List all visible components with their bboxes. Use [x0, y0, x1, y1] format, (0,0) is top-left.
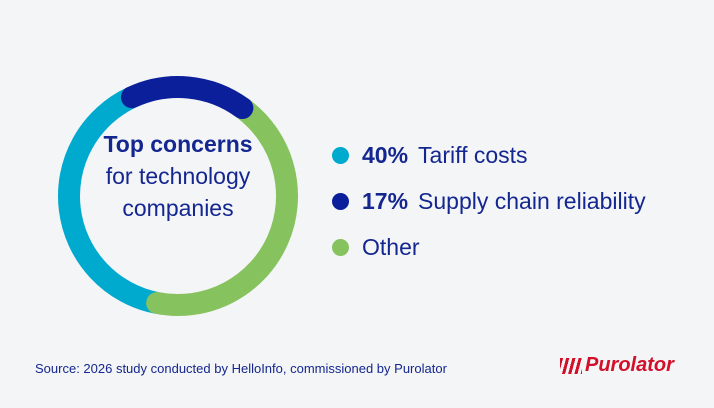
logo: Purolator [560, 354, 674, 377]
donut-segment [58, 87, 160, 314]
logo-stripes [560, 357, 582, 374]
donut-segment [120, 76, 254, 120]
logo-text: Purolator [585, 354, 674, 376]
legend: 40% Tariff costs 17% Supply chain reliabili… [332, 132, 646, 270]
legend-marker [332, 238, 349, 256]
legend-label: Tariff costs [418, 141, 528, 168]
source: Source: 2026 study conducted by HelloInf… [35, 361, 447, 376]
value-label: 17% [362, 187, 409, 214]
title-text: for technology companies [105, 163, 251, 221]
title-bold: Top concerns [103, 131, 253, 157]
legend-item: 17% Supply chain reliability [332, 178, 646, 224]
legend-item: 40% Tariff costs [332, 132, 646, 178]
legend-marker [332, 192, 349, 210]
legend-label: Other [362, 233, 420, 260]
legend-item: Other [332, 224, 646, 270]
legend-marker [332, 146, 349, 164]
chart-title: Top concerns for technology companies [98, 128, 258, 224]
donut-segment [146, 97, 298, 316]
value-label: 40% [362, 141, 409, 168]
legend-label: Supply chain reliability [418, 187, 646, 214]
